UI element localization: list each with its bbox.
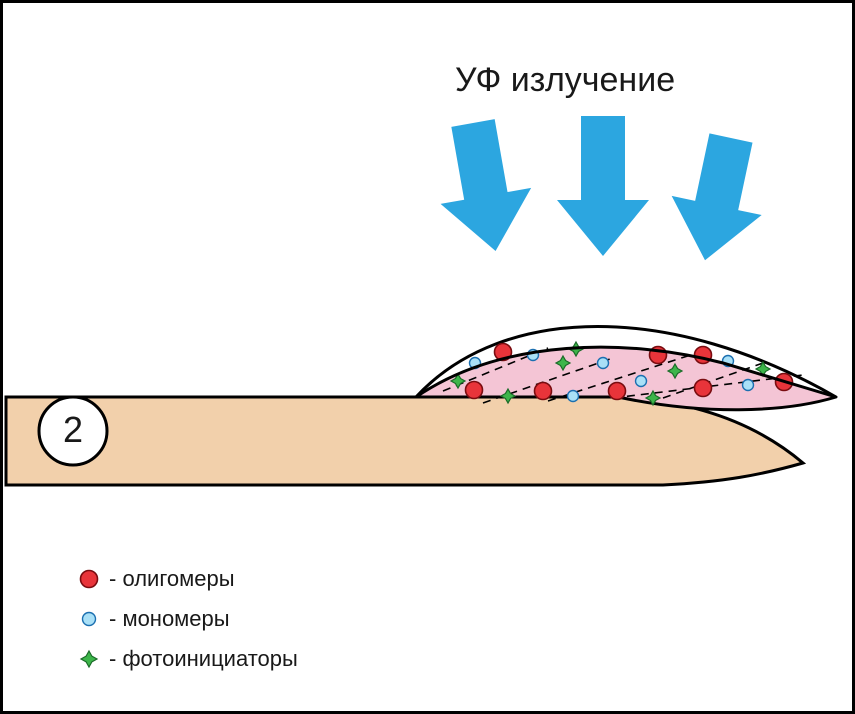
- finger-shape: [6, 397, 803, 485]
- legend-icon-monomer: [75, 606, 103, 632]
- monomer-particle: [636, 376, 647, 387]
- monomer-particle: [568, 391, 579, 402]
- oligomer-particle: [466, 382, 483, 399]
- monomer-particle: [598, 358, 609, 369]
- uv-arrow: [428, 115, 541, 259]
- legend: - олигомеры - мономеры - фотоинициаторы: [75, 559, 298, 679]
- uv-arrow: [660, 128, 776, 269]
- step-number: 2: [55, 409, 91, 451]
- legend-label: - фотоинициаторы: [109, 646, 298, 672]
- legend-row-initiator: - фотоинициаторы: [75, 639, 298, 679]
- legend-row-monomer: - мономеры: [75, 599, 298, 639]
- oligomer-particle: [535, 383, 552, 400]
- uv-arrows-group: [428, 115, 776, 270]
- monomer-particle: [743, 380, 754, 391]
- legend-row-oligomer: - олигомеры: [75, 559, 298, 599]
- legend-icon-initiator: [75, 646, 103, 672]
- legend-label: - мономеры: [109, 606, 230, 632]
- oligomer-particle: [695, 380, 712, 397]
- uv-arrow: [557, 116, 649, 256]
- oligomer-particle: [609, 383, 626, 400]
- diagram-frame: УФ излучение 2 - олигомеры- мономеры- фо…: [0, 0, 855, 714]
- legend-label: - олигомеры: [109, 566, 235, 592]
- legend-icon-oligomer: [75, 566, 103, 592]
